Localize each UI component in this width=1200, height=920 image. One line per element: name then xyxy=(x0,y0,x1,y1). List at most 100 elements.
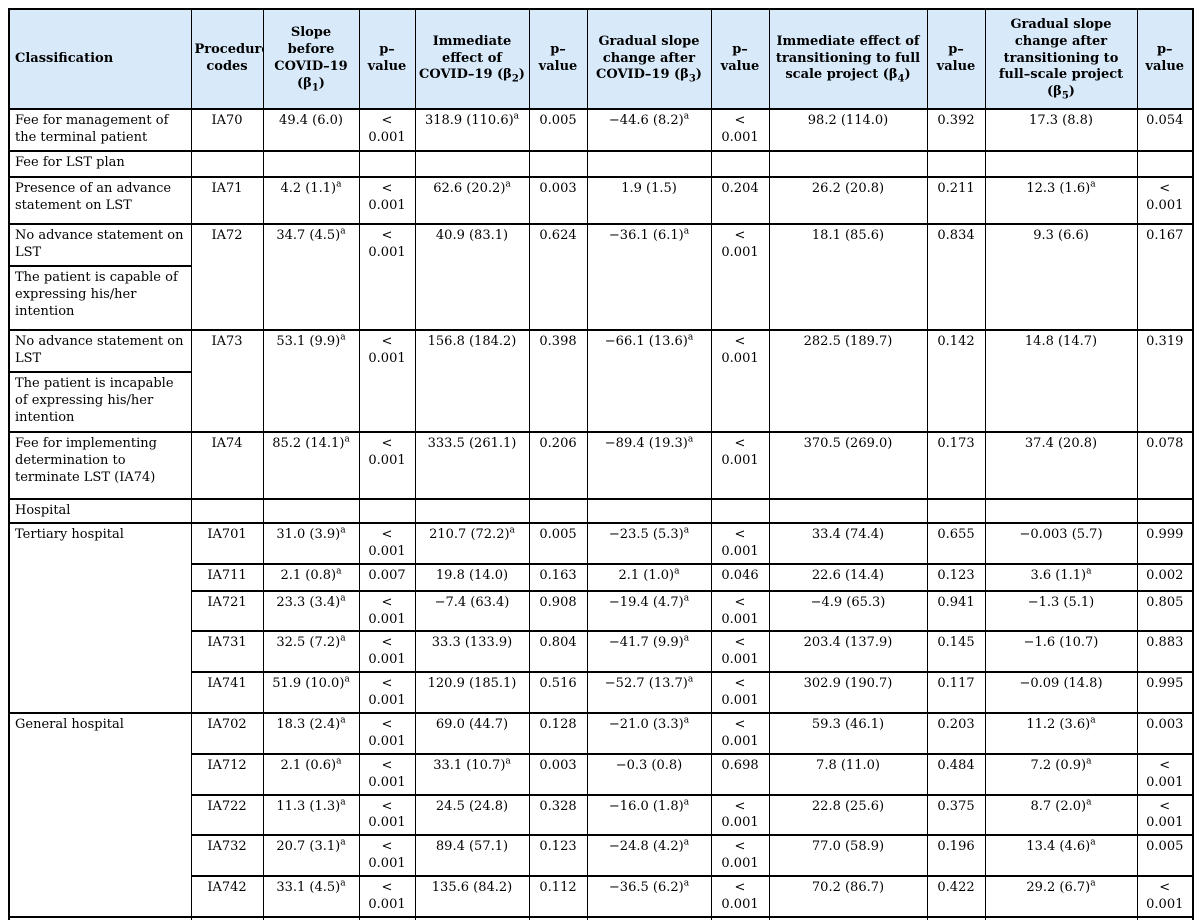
classification-cell: Fee for management of the terminal patie… xyxy=(8,108,192,152)
p-value-cell: < 0.001 xyxy=(358,630,416,674)
estimate-cell: −44.6 (8.2)a xyxy=(586,108,712,152)
p-value-cell: 0.128 xyxy=(528,712,588,755)
empty-cell xyxy=(190,150,264,178)
p-value-cell: < 0.001 xyxy=(1136,176,1194,225)
p-value-cell: 0.005 xyxy=(1136,834,1194,878)
table-row: IA722 11.3 (1.3)a < 0.001 24.5 (24.8) 0.328−… xyxy=(9,793,1194,837)
p-value-cell: 0.804 xyxy=(528,630,588,674)
p-value-cell: < 0.001 xyxy=(710,521,770,565)
classification-cell: No advance statement on LST xyxy=(8,223,192,267)
empty-cell xyxy=(768,150,928,178)
estimate-cell: −23.5 (5.3)a xyxy=(586,521,712,565)
p-value-cell: 0.516 xyxy=(528,671,588,715)
estimate-cell: −0.09 (14.8) xyxy=(984,671,1138,715)
p-value-cell: < 0.001 xyxy=(358,329,416,433)
p-value-cell: < 0.001 xyxy=(710,793,770,837)
procedure-code-cell: IA701 xyxy=(190,521,264,565)
estimate-cell: 7.8 (11.0) xyxy=(768,752,928,796)
estimate-cell: 24.5 (24.8) xyxy=(414,793,530,837)
p-value-cell: 0.398 xyxy=(528,329,588,433)
estimate-cell: 20.7 (3.1)a xyxy=(262,834,360,878)
estimate-cell: 22.6 (14.4) xyxy=(768,562,928,592)
estimate-cell: 29.2 (6.7)a xyxy=(984,875,1138,918)
estimate-cell: −7.4 (63.4) xyxy=(414,589,530,633)
p-value-cell: < 0.001 xyxy=(358,589,416,633)
estimate-cell: 49.4 (6.0) xyxy=(262,108,360,152)
procedure-code-cell: IA722 xyxy=(190,793,264,837)
estimate-cell: 53.1 (9.9)a xyxy=(262,329,360,433)
column-header: p–value xyxy=(358,8,416,110)
estimate-cell: 77.0 (58.9) xyxy=(768,834,928,878)
table-body: Fee for management of the terminal patie… xyxy=(8,108,1194,920)
p-value-cell: < 0.001 xyxy=(358,671,416,715)
p-value-cell: < 0.001 xyxy=(710,431,770,500)
estimate-cell: 2.1 (0.6)a xyxy=(262,752,360,796)
estimate-cell: 210.7 (72.2)a xyxy=(414,521,530,565)
p-value-cell: 0.003 xyxy=(528,752,588,796)
estimate-cell: 34.7 (4.5)a xyxy=(262,223,360,331)
estimate-cell: 31.0 (3.9)a xyxy=(262,521,360,565)
estimate-cell: −4.9 (65.3) xyxy=(768,589,928,633)
table-row: IA731 32.5 (7.2)a < 0.001 33.3 (133.9) 0.804… xyxy=(9,630,1194,674)
table-row: Presence of an advance statement on LST I… xyxy=(8,176,1194,225)
estimate-cell: 59.3 (46.1) xyxy=(768,712,928,755)
estimate-cell: 33.3 (133.9) xyxy=(414,630,530,674)
classification-cell: General hospital xyxy=(8,712,192,918)
p-value-cell: 0.206 xyxy=(528,431,588,500)
column-header: Gradual slope change after COVID–19 (β3) xyxy=(586,8,712,110)
column-header: Procedure codes xyxy=(190,8,264,110)
estimate-cell: 135.6 (84.2) xyxy=(414,875,530,918)
empty-cell xyxy=(528,150,588,178)
p-value-cell: 0.698 xyxy=(710,752,770,796)
p-value-cell: 0.078 xyxy=(1136,431,1194,500)
estimate-cell: −19.4 (4.7)a xyxy=(586,589,712,633)
classification-cell: Fee for LST plan xyxy=(8,150,192,178)
table-row: The patient is incapable of expressing h… xyxy=(8,371,1193,433)
procedure-code-cell: IA702 xyxy=(190,712,264,755)
estimate-cell: 12.3 (1.6)a xyxy=(984,176,1138,225)
estimate-cell: 98.2 (114.0) xyxy=(768,108,928,152)
procedure-code-cell: IA731 xyxy=(190,630,264,674)
p-value-cell: < 0.001 xyxy=(1136,752,1194,796)
estimate-cell: 302.9 (190.7) xyxy=(768,671,928,715)
empty-cell xyxy=(414,150,530,178)
estimate-cell: 18.3 (2.4)a xyxy=(262,712,360,755)
empty-cell xyxy=(358,150,416,178)
estimate-cell: −36.5 (6.2)a xyxy=(586,875,712,918)
estimate-cell: 40.9 (83.1) xyxy=(414,223,530,331)
p-value-cell: 0.624 xyxy=(528,223,588,331)
table-row: IA732 20.7 (3.1)a < 0.001 89.4 (57.1) 0.123−… xyxy=(9,834,1194,878)
p-value-cell: 0.123 xyxy=(528,834,588,878)
estimate-cell: 70.2 (86.7) xyxy=(768,875,928,918)
p-value-cell: < 0.001 xyxy=(1136,875,1194,918)
table-row: IA741 51.9 (10.0)a < 0.001 120.9 (185.1) 0.5… xyxy=(9,671,1194,715)
estimate-cell: −66.1 (13.6)a xyxy=(586,329,712,433)
p-value-cell: 0.211 xyxy=(926,176,986,225)
estimate-cell: 2.1 (0.8)a xyxy=(262,562,360,592)
p-value-cell: 0.005 xyxy=(528,108,588,152)
estimate-cell: −52.7 (13.7)a xyxy=(586,671,712,715)
estimate-cell: 32.5 (7.2)a xyxy=(262,630,360,674)
results-table: Classification Procedure codes Slope befor… xyxy=(8,8,1194,920)
estimate-cell: 33.1 (10.7)a xyxy=(414,752,530,796)
estimate-cell: 282.5 (189.7) xyxy=(768,329,928,433)
p-value-cell: 0.173 xyxy=(926,431,986,500)
estimate-cell: 3.6 (1.1)a xyxy=(984,562,1138,592)
p-value-cell: 0.999 xyxy=(1136,521,1194,565)
p-value-cell: < 0.001 xyxy=(358,793,416,837)
p-value-cell: < 0.001 xyxy=(710,630,770,674)
empty-cell xyxy=(262,150,360,178)
estimate-cell: 7.2 (0.9)a xyxy=(984,752,1138,796)
empty-cell xyxy=(768,498,928,524)
classification-cell: Tertiary hospital xyxy=(8,521,192,715)
empty-cell xyxy=(710,498,770,524)
estimate-cell: −21.0 (3.3)a xyxy=(586,712,712,755)
classification-cell: The patient is capable of expressing his… xyxy=(8,265,192,331)
estimate-cell: 11.2 (3.6)a xyxy=(984,712,1138,755)
estimate-cell: 51.9 (10.0)a xyxy=(262,671,360,715)
p-value-cell: 0.392 xyxy=(926,108,986,152)
table-row: General hospital IA702 18.3 (2.4)a < 0.001 6… xyxy=(8,712,1194,918)
procedure-code-cell: IA72 xyxy=(190,223,264,331)
p-value-cell: < 0.001 xyxy=(1136,915,1194,920)
estimate-cell: 156.8 (184.2) xyxy=(414,329,530,433)
